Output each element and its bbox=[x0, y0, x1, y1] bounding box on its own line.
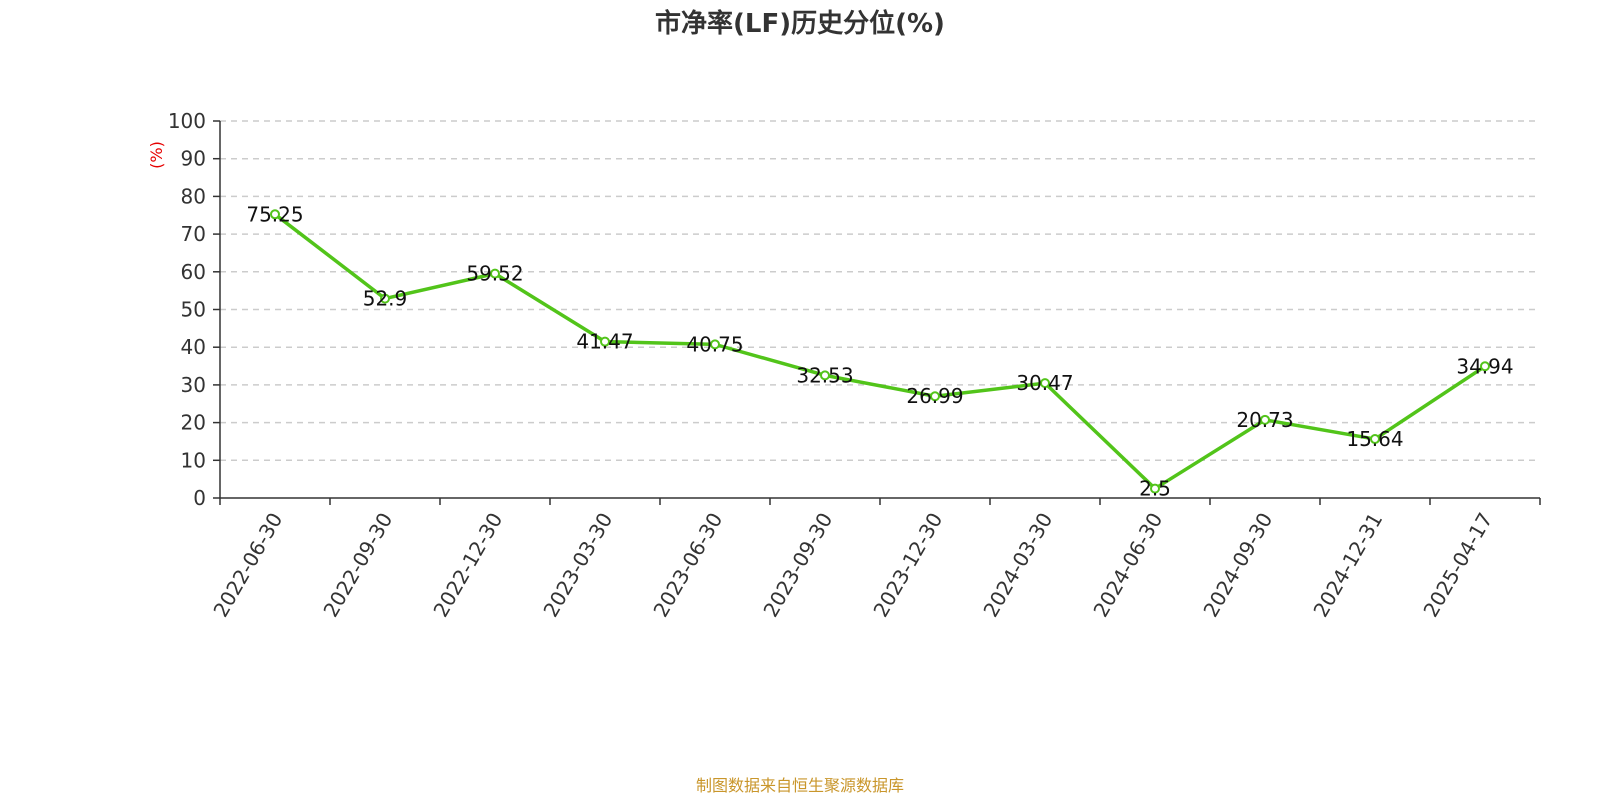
x-tick-label: 2024-12-31 bbox=[1308, 509, 1387, 622]
data-point bbox=[380, 293, 390, 304]
data-point bbox=[710, 339, 720, 350]
data-point bbox=[1150, 483, 1160, 494]
data-label: 20.73 bbox=[1236, 408, 1293, 432]
chart-title: 市净率(LF)历史分位(%) bbox=[655, 8, 945, 39]
series-line bbox=[273, 212, 1486, 491]
x-tick-label: 2023-03-30 bbox=[538, 509, 617, 622]
y-tick-label: 30 bbox=[181, 373, 206, 397]
x-tick-label: 2023-06-30 bbox=[648, 509, 727, 622]
y-tick-label: 80 bbox=[181, 184, 206, 208]
data-point bbox=[1480, 361, 1490, 372]
y-tick-label: 10 bbox=[181, 448, 206, 472]
y-tick-label: 20 bbox=[181, 411, 206, 435]
y-tick-label: 70 bbox=[181, 222, 206, 246]
data-label: 41.47 bbox=[576, 330, 633, 354]
data-label: 75.25 bbox=[246, 202, 303, 226]
data-label: 52.9 bbox=[363, 287, 408, 311]
x-tick-label: 2022-06-30 bbox=[208, 509, 287, 622]
y-axis-unit-label: (%) bbox=[147, 141, 166, 169]
grid-lines bbox=[220, 120, 1540, 462]
data-label: 34.94 bbox=[1456, 354, 1513, 378]
data-label: 59.52 bbox=[466, 262, 523, 286]
data-label: 26.99 bbox=[906, 384, 963, 408]
data-point bbox=[1260, 414, 1270, 425]
x-tick-label: 2024-03-30 bbox=[978, 509, 1057, 622]
data-point bbox=[1040, 378, 1050, 389]
data-point bbox=[1370, 434, 1380, 445]
y-tick-label: 50 bbox=[181, 298, 206, 322]
x-tick-label: 2023-12-30 bbox=[868, 509, 947, 622]
data-point bbox=[930, 391, 940, 402]
data-label: 40.75 bbox=[686, 332, 743, 356]
x-tick-label: 2023-09-30 bbox=[758, 509, 837, 622]
axes: 0 10 20 30 40 50 60 70 80 90 100 2022-06-30 2022-09-… bbox=[168, 109, 1541, 622]
source-note: 制图数据来自恒生聚源数据库 bbox=[696, 776, 904, 795]
x-tick-label: 2022-09-30 bbox=[318, 509, 397, 622]
x-tick-label: 2025-04-17 bbox=[1418, 509, 1497, 622]
data-label: 2.5 bbox=[1139, 477, 1171, 501]
data-labels: 75.25 52.9 59.52 41.47 40.75 32.53 26.99 30.47 2… bbox=[246, 202, 1513, 500]
x-tick-label: 2024-09-30 bbox=[1198, 509, 1277, 622]
data-label: 32.53 bbox=[796, 363, 853, 387]
x-tick-label: 2022-12-30 bbox=[428, 509, 507, 622]
y-tick-label: 100 bbox=[168, 109, 206, 133]
data-label: 15.64 bbox=[1346, 427, 1403, 451]
y-tick-label: 90 bbox=[181, 147, 206, 171]
series-line-group bbox=[270, 209, 1490, 494]
x-tick-label: 2024-06-30 bbox=[1088, 509, 1167, 622]
data-point bbox=[270, 209, 280, 220]
data-point bbox=[600, 336, 610, 347]
data-label: 30.47 bbox=[1016, 371, 1073, 395]
data-point bbox=[820, 370, 830, 381]
y-tick-label: 0 bbox=[193, 486, 206, 510]
data-point bbox=[490, 268, 500, 279]
y-tick-label: 40 bbox=[181, 335, 206, 359]
y-tick-label: 60 bbox=[181, 260, 206, 284]
